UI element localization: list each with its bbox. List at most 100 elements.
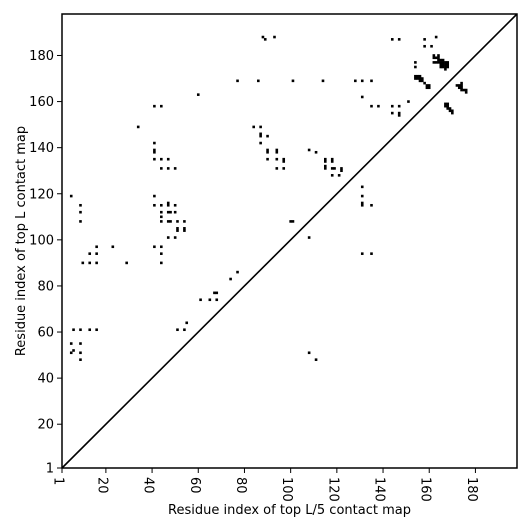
contact-point — [79, 358, 82, 361]
contact-point — [333, 167, 336, 170]
contact-point — [390, 104, 394, 108]
contact-point — [307, 351, 311, 355]
contact-point — [173, 210, 177, 214]
contact-point — [340, 169, 343, 173]
contact-point — [215, 291, 219, 295]
contact-point — [446, 61, 450, 64]
contact-point — [323, 157, 327, 161]
contact-point — [266, 148, 269, 152]
contact-point — [323, 160, 327, 163]
contact-point — [291, 79, 295, 83]
contact-point — [160, 157, 163, 161]
contact-point — [166, 210, 170, 214]
contact-point — [282, 157, 286, 161]
contact-point — [95, 252, 98, 255]
contact-point — [69, 351, 73, 355]
contact-point — [441, 58, 445, 62]
contact-point — [340, 167, 343, 170]
contact-point — [432, 54, 436, 57]
contact-point — [439, 58, 443, 62]
contact-point — [160, 104, 163, 108]
contact-point — [69, 342, 73, 345]
x-tick-label: 120 — [325, 477, 340, 502]
contact-point — [136, 125, 140, 129]
contact-point — [321, 79, 325, 83]
contact-point — [153, 104, 156, 108]
contact-point — [153, 141, 156, 145]
contact-point — [289, 220, 292, 223]
contact-point — [153, 148, 156, 152]
contact-point — [183, 229, 186, 232]
contact-point — [183, 227, 186, 230]
contact-point — [423, 44, 426, 48]
contact-point — [125, 261, 128, 265]
y-tick-label: 120 — [29, 187, 54, 202]
contact-point — [460, 84, 463, 87]
contact-point — [446, 104, 450, 108]
contact-point — [360, 185, 364, 189]
contact-point — [307, 148, 311, 152]
x-axis-ticks: 1 20 40 60 80 100 120 140 160 180 — [51, 468, 479, 502]
contact-point — [166, 201, 170, 205]
contact-point — [330, 167, 334, 170]
contact-point — [153, 150, 156, 154]
y-tick-label: 20 — [37, 418, 54, 433]
plot-frame — [61, 13, 518, 469]
contact-point — [275, 167, 279, 170]
x-tick-label: 1 — [51, 477, 66, 485]
contact-point — [79, 210, 82, 214]
contact-point — [360, 79, 364, 83]
contact-point — [457, 86, 461, 90]
y-axis-label: Residue index of top L contact map — [14, 126, 29, 356]
contact-point — [427, 84, 431, 87]
contact-point — [160, 252, 163, 255]
contact-point — [176, 328, 179, 332]
contact-point — [360, 203, 364, 207]
contact-point — [153, 157, 156, 161]
contact-point — [282, 160, 286, 163]
contact-point — [464, 91, 468, 94]
contact-point — [176, 227, 179, 230]
contact-points — [69, 35, 468, 361]
contact-point — [166, 167, 170, 170]
contact-point — [160, 210, 163, 214]
contact-point — [213, 291, 216, 295]
contact-point — [275, 150, 279, 154]
x-tick-label: 160 — [418, 477, 433, 502]
contact-point — [437, 61, 440, 64]
y-tick-label: 60 — [37, 326, 54, 341]
contact-point — [418, 79, 422, 83]
contact-point — [169, 220, 172, 223]
contact-point — [418, 77, 422, 80]
contact-point — [88, 328, 92, 332]
contact-point — [414, 65, 417, 69]
contact-point — [259, 125, 262, 129]
contact-point — [464, 88, 468, 92]
contact-point — [397, 104, 401, 108]
contact-point — [390, 38, 394, 41]
contact-point — [390, 111, 394, 115]
contact-point — [282, 167, 286, 170]
contact-point — [257, 79, 260, 83]
contact-point — [418, 74, 422, 78]
contact-point — [314, 358, 318, 361]
contact-point — [160, 245, 163, 249]
contact-point — [437, 54, 440, 57]
contact-point — [166, 220, 170, 223]
contact-point — [252, 125, 256, 129]
y-tick-label: 180 — [29, 49, 54, 64]
contact-point — [397, 38, 401, 41]
contact-point — [307, 236, 311, 239]
contact-point — [446, 107, 450, 110]
contact-point — [446, 65, 450, 69]
contact-point — [266, 150, 269, 154]
contact-point — [215, 298, 219, 302]
contact-point — [160, 203, 163, 207]
contact-point — [79, 203, 82, 207]
contact-point — [439, 61, 443, 64]
x-tick-label: 20 — [94, 477, 109, 494]
contact-point — [416, 74, 419, 78]
contact-point — [160, 261, 163, 265]
contact-point — [444, 104, 447, 108]
y-tick-label: 160 — [29, 95, 54, 110]
